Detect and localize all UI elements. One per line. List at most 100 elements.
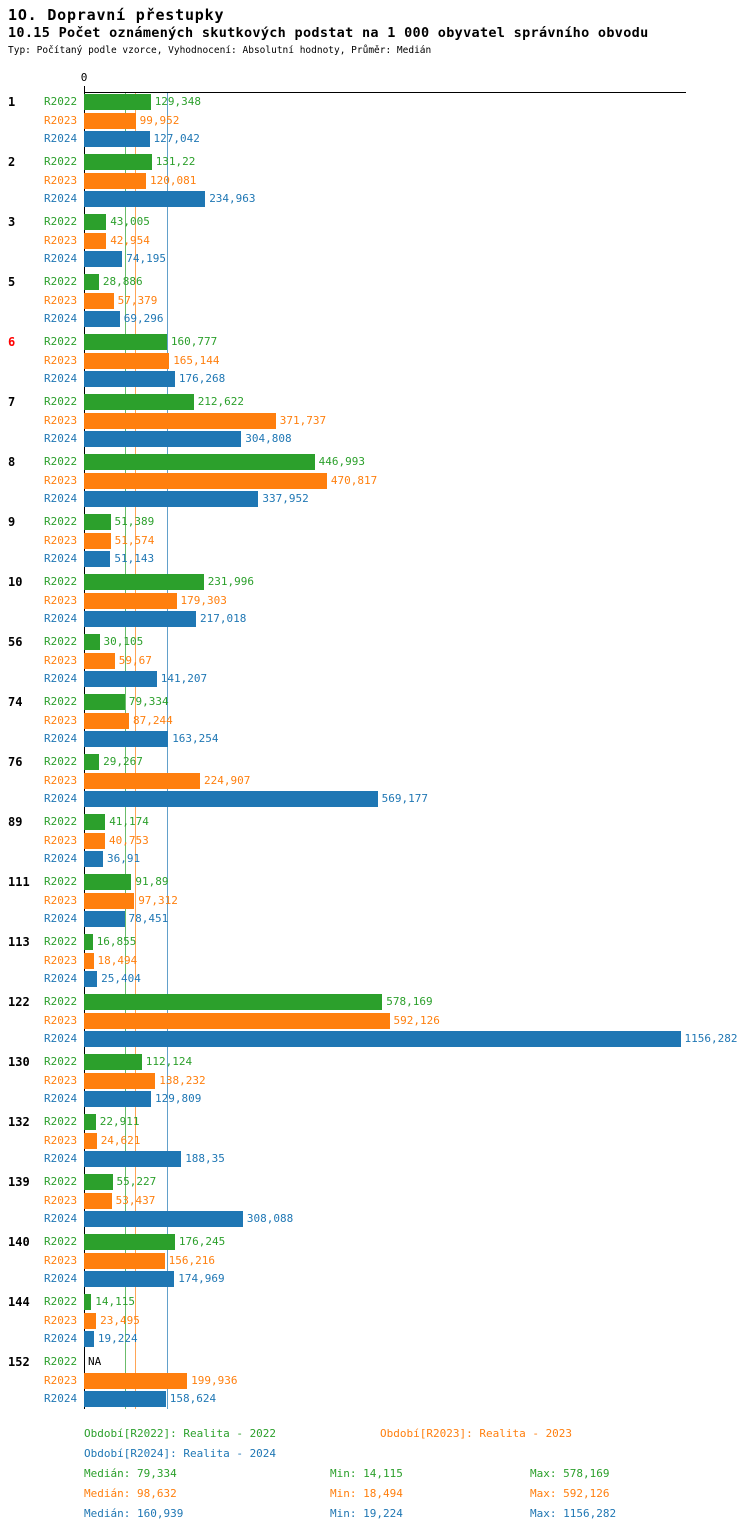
category-label: 89 [8,815,23,829]
bar-track: 163,254 [84,731,750,748]
series-label: R2023 [44,1313,78,1327]
bar [84,971,98,988]
series-label: R2024 [44,1152,78,1165]
bar [84,1132,97,1149]
bar-row: R2022 129,348 [0,93,750,112]
bar [84,1211,243,1228]
bar [84,634,100,651]
bar-row: R2024 78,451 [0,910,750,929]
series-label: R2024 [44,132,78,145]
category-label: 10 [8,575,23,589]
bar-row: R2022 212,622 [0,393,750,412]
series-label: R2022 [44,695,78,708]
bar [84,934,93,951]
series-label: R2022 [44,935,78,948]
value-label: 24,621 [100,1133,141,1147]
bar-row: R2024 163,254 [0,730,750,749]
category-label: 2 [8,155,16,169]
value-label: 30,105 [103,635,144,649]
bar-group-139: 139 R2022 55,227 R2023 53,437 R2024 308,088 [0,1173,750,1233]
series-label: R2023 [44,233,78,247]
value-label: 446,993 [318,455,365,469]
bar-track: 22,911 [84,1114,750,1131]
series-label: R2022 [44,335,78,348]
series-label: R2022 [44,875,78,888]
bar-track: 57,379 [84,292,750,309]
bar-track: 156,216 [84,1252,750,1269]
legend-r2024: Období[R2024]: Realita - 2024 [84,1447,277,1460]
category-label: 74 [8,695,23,709]
stat-median-r2023: Medián: 98,632 [84,1487,177,1500]
series-label: R2022 [44,455,78,468]
bar-track: 578,169 [84,994,750,1011]
bar-track: 337,952 [84,491,750,508]
bar [84,814,106,831]
category-label: 7 [8,395,16,409]
series-label: R2023 [44,1133,78,1147]
bar-row: R2022 131,22 [0,153,750,172]
series-label: R2024 [44,432,78,445]
bar-track: 69,296 [84,311,750,328]
bar-track: 112,124 [84,1054,750,1071]
bar-track: 36,91 [84,851,750,868]
bar-track: 18,494 [84,952,750,969]
series-label: R2022 [44,215,78,228]
value-label: 51,143 [114,552,155,566]
series-label: R2022 [44,515,78,528]
bar-row: R2023 57,379 [0,292,750,311]
bar-row: R2023 371,737 [0,412,750,431]
bar-track: 120,081 [84,172,750,189]
value-label: 57,379 [117,293,158,307]
value-label: 16,855 [96,935,137,949]
plot-groups: 1 R2022 129,348 R2023 99,952 R2024 127,042 2 R20… [0,93,750,1413]
plot-area: 1 R2022 129,348 R2023 99,952 R2024 127,042 2 R20… [0,92,750,1412]
bar-track: 592,126 [84,1012,750,1029]
value-label: 69,296 [123,312,164,326]
bar-row: R2022 NA [0,1353,750,1372]
value-label: 19,224 [97,1332,138,1346]
bar-track: 51,389 [84,514,750,531]
bar-row: R2022 160,777 [0,333,750,352]
bar [84,851,103,868]
bar-row: R2023 470,817 [0,472,750,491]
series-label: R2023 [44,1073,78,1087]
bar-row: R2023 224,907 [0,772,750,791]
bar-row: R2024 19,224 [0,1330,750,1349]
bar-row: R2024 1156,282 [0,1030,750,1049]
bar-track: 231,996 [84,574,750,591]
series-label: R2023 [44,113,78,127]
bar-row: R2023 87,244 [0,712,750,731]
series-label: R2023 [44,833,78,847]
bar [84,532,111,549]
series-label: R2022 [44,155,78,168]
bar-track: 224,907 [84,772,750,789]
bar-row: R2024 234,963 [0,190,750,209]
page-title: 1O. Dopravní přestupky [8,6,225,24]
value-label: 87,244 [133,713,173,727]
bar-group-130: 130 R2022 112,124 R2023 138,232 R2024 129,809 [0,1053,750,1113]
bar-row: R2024 174,969 [0,1270,750,1289]
bar [84,232,107,249]
bar-track: 234,963 [84,191,750,208]
bar-row: R2022 55,227 [0,1173,750,1192]
bar-row: R2022 112,124 [0,1053,750,1072]
bar [84,491,259,508]
category-label: 76 [8,755,23,769]
bar [84,832,105,849]
bar-row: R2024 129,809 [0,1090,750,1109]
series-label: R2022 [44,995,78,1008]
category-label: 130 [8,1055,30,1069]
bar-track: 174,969 [84,1271,750,1288]
bar-row: R2023 592,126 [0,1012,750,1031]
bar [84,1271,175,1288]
value-label: 40,753 [109,833,149,847]
bar-track: 78,451 [84,911,750,928]
bar-row: R2022 79,334 [0,693,750,712]
bar-group-2: 2 R2022 131,22 R2023 120,081 R2024 234,963 [0,153,750,213]
bar-track: 19,224 [84,1331,750,1348]
bar-track: 129,348 [84,94,750,111]
category-label: 140 [8,1235,30,1249]
bar-track: 25,404 [84,971,750,988]
bar-row: R2024 127,042 [0,130,750,149]
